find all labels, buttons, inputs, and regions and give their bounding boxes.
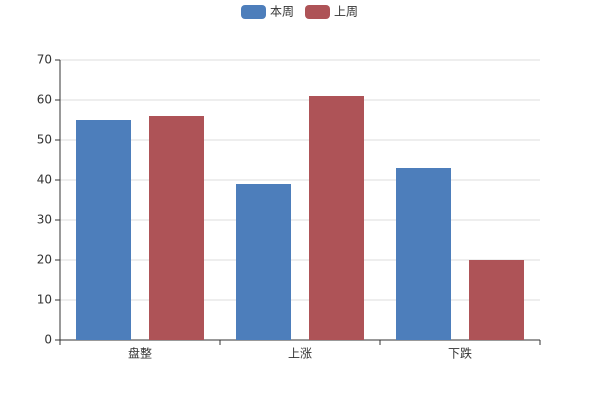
bar: [236, 184, 291, 340]
x-tick-label: 下跌: [448, 346, 472, 361]
y-tick-label: 20: [37, 253, 52, 267]
bar: [76, 120, 131, 340]
x-tick-label: 上涨: [288, 346, 312, 361]
x-tick-label: 盘整: [128, 346, 152, 361]
y-tick-label: 60: [37, 93, 52, 107]
legend-swatch: [241, 5, 266, 19]
bar: [396, 168, 451, 340]
legend-label: 上周: [334, 5, 358, 19]
legend-label: 本周: [270, 5, 294, 19]
bar: [309, 96, 364, 340]
y-tick-label: 10: [37, 293, 52, 307]
bar: [149, 116, 204, 340]
y-tick-label: 30: [37, 213, 52, 227]
y-tick-label: 70: [37, 53, 52, 67]
legend-swatch: [305, 5, 330, 19]
bar: [469, 260, 524, 340]
y-tick-label: 50: [37, 133, 52, 147]
y-tick-label: 40: [37, 173, 52, 187]
y-tick-label: 0: [44, 333, 52, 347]
